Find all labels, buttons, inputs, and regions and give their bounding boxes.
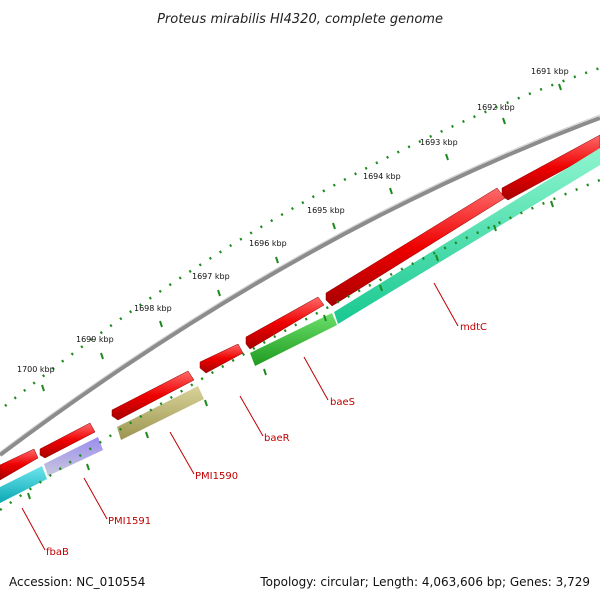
scale-label-1699: 1699 kbp — [76, 335, 114, 344]
scale-label-1700: 1700 kbp — [17, 365, 55, 374]
genome-backbone — [0, 116, 600, 457]
feature-band-purple — [44, 437, 103, 476]
feature-band-olive — [117, 386, 204, 440]
gene-label-fbaB[interactable]: fbaB — [46, 547, 69, 558]
gene-label-PMI1590[interactable]: PMI1590 — [195, 471, 238, 482]
scale-label-1696: 1696 kbp — [249, 239, 287, 248]
scale-label-1698: 1698 kbp — [134, 304, 172, 313]
gene-arrow-fbaB — [0, 448, 39, 481]
gene-arrow-baeR — [199, 343, 244, 374]
accession-text: Accession: NC_010554 — [9, 575, 145, 589]
scale-dotted-arc — [4, 66, 600, 407]
label-leader-lines — [21, 282, 459, 551]
gene-label-mdtC[interactable]: mdtC — [460, 322, 487, 333]
gene-arrow-PMI1590 — [111, 370, 195, 421]
feature-band-cyan — [0, 466, 47, 503]
reverse-strand-features — [0, 148, 600, 503]
feature-band-green — [250, 313, 337, 366]
scale-label-1694: 1694 kbp — [363, 172, 401, 181]
map-title: Proteus mirabilis HI4320, complete genom… — [157, 12, 443, 27]
gene-label-PMI1591[interactable]: PMI1591 — [108, 516, 151, 527]
genome-backbone-highlight — [0, 114, 600, 453]
forward-strand-genes — [0, 134, 600, 481]
scale-label-1691: 1691 kbp — [531, 67, 569, 76]
gene-label-baeS[interactable]: baeS — [330, 397, 355, 408]
inner-dotted-arc — [0, 178, 600, 512]
gene-label-baeR[interactable]: baeR — [264, 433, 290, 444]
scale-label-1697: 1697 kbp — [192, 272, 230, 281]
inner-scale-ticks — [27, 200, 554, 500]
gene-arrow-PMI1591 — [39, 422, 96, 459]
gene-arrow-baeS — [245, 296, 325, 350]
scale-label-1695: 1695 kbp — [307, 206, 345, 215]
scale-label-1693: 1693 kbp — [420, 138, 458, 147]
scale-label-1692: 1692 kbp — [477, 103, 515, 112]
scale-ticks — [41, 83, 562, 392]
genome-summary-text: Topology: circular; Length: 4,063,606 bp… — [259, 575, 590, 589]
gene-arrow-mdtC — [325, 187, 506, 307]
feature-band-teal — [334, 148, 600, 324]
